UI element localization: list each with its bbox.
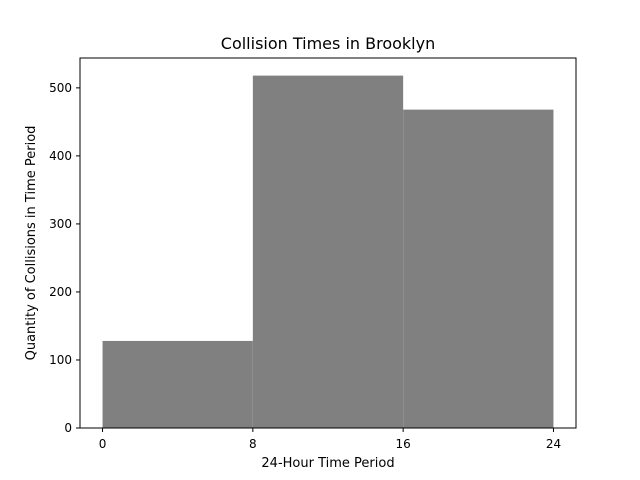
x-tick-label: 0 <box>99 437 107 451</box>
y-tick-label: 100 <box>49 353 72 367</box>
y-tick-label: 400 <box>49 149 72 163</box>
y-axis-ticks: 0 100 200 300 400 500 <box>49 81 80 435</box>
histogram-bar-0 <box>102 340 253 428</box>
y-tick-label: 300 <box>49 217 72 231</box>
x-axis-ticks: 0 8 16 24 <box>99 428 561 451</box>
y-tick-label: 0 <box>64 421 72 435</box>
plot-frame <box>79 57 577 429</box>
x-tick-label: 8 <box>249 437 257 451</box>
y-axis-label: Quantity of Collisions in Time Period <box>24 126 39 361</box>
x-tick-label: 16 <box>396 437 411 451</box>
x-tick-label: 24 <box>546 437 561 451</box>
histogram-bar-1 <box>252 75 404 428</box>
chart-title: Collision Times in Brooklyn <box>221 34 435 53</box>
y-tick-label: 500 <box>49 81 72 95</box>
bars-group <box>102 75 554 428</box>
histogram-bar-2 <box>403 109 554 428</box>
y-tick-label: 200 <box>49 285 72 299</box>
x-axis-label: 24-Hour Time Period <box>261 456 394 471</box>
